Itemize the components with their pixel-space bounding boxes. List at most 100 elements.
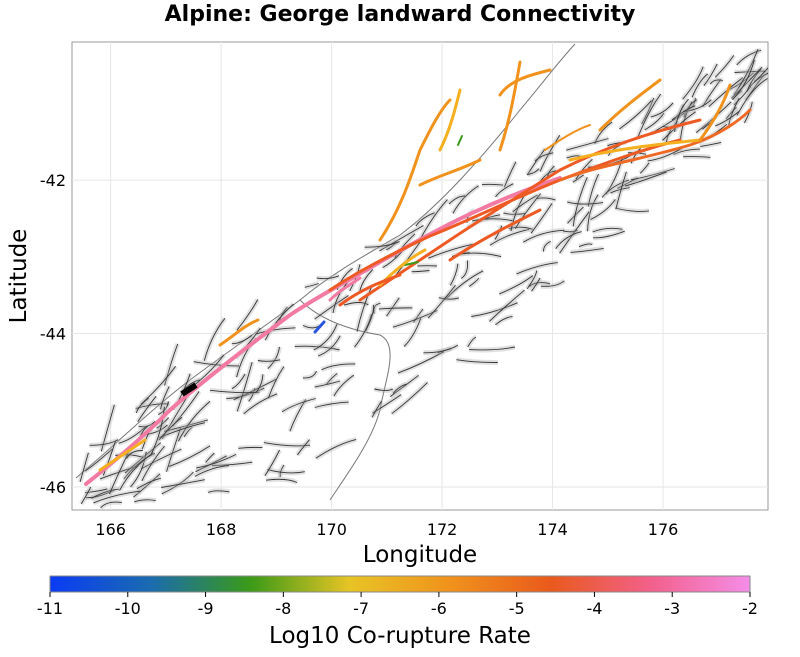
background-fault-trace bbox=[503, 212, 526, 215]
background-fault-trace bbox=[725, 106, 737, 120]
background-fault-trace bbox=[619, 100, 652, 130]
colorbar-tick-label: -2 bbox=[742, 599, 758, 618]
background-fault-trace bbox=[264, 303, 294, 341]
background-fault-trace bbox=[444, 270, 484, 300]
background-fault-trace bbox=[137, 395, 157, 422]
background-fault-trace bbox=[494, 225, 503, 240]
background-fault-trace bbox=[314, 401, 349, 408]
background-fault-trace bbox=[746, 68, 762, 92]
background-fault-trace bbox=[543, 240, 551, 252]
colorbar-ticks: -11 -10 -9 -8 -7 -6 -5 -4 -3 -2 bbox=[37, 592, 758, 618]
background-fault-trace bbox=[733, 86, 752, 106]
background-fault-trace bbox=[160, 386, 170, 410]
background-fault-trace bbox=[386, 297, 400, 317]
background-fault-trace bbox=[555, 231, 582, 249]
background-fault-trace bbox=[150, 406, 165, 455]
background-fault-trace bbox=[193, 361, 240, 367]
background-fault-trace bbox=[314, 380, 341, 388]
co-rupture-fault-section bbox=[498, 60, 522, 152]
background-fault-trace bbox=[610, 187, 630, 194]
background-fault-trace bbox=[468, 346, 515, 351]
background-fault-trace bbox=[503, 161, 517, 188]
background-fault-trace bbox=[211, 461, 253, 466]
co-rupture-fault-section bbox=[438, 88, 462, 152]
background-fault-trace bbox=[641, 97, 655, 125]
background-fault-trace bbox=[673, 148, 701, 155]
background-fault-trace bbox=[257, 359, 281, 362]
background-fault-trace bbox=[130, 451, 147, 488]
background-fault-trace bbox=[689, 97, 696, 110]
background-fault-trace bbox=[495, 316, 513, 326]
background-fault-trace bbox=[700, 141, 722, 147]
co-rupture-fault-section bbox=[218, 318, 260, 347]
background-fault-trace bbox=[559, 211, 590, 254]
background-fault-trace bbox=[526, 270, 538, 290]
background-fault-trace bbox=[703, 63, 718, 86]
co-rupture-fault-section bbox=[418, 158, 482, 187]
background-fault-trace bbox=[264, 449, 281, 477]
background-fault-trace bbox=[650, 102, 674, 118]
background-fault-trace bbox=[265, 478, 298, 483]
colorbar-tick-label: -7 bbox=[353, 599, 369, 618]
background-fault-trace bbox=[489, 289, 525, 322]
background-fault-trace bbox=[169, 445, 211, 467]
background-fault-trace bbox=[203, 318, 226, 361]
background-fault-trace bbox=[481, 183, 504, 186]
colorbar-tick-label: -3 bbox=[664, 599, 680, 618]
background-fault-trace bbox=[528, 282, 551, 287]
background-fault-trace bbox=[674, 98, 689, 132]
background-fault-trace bbox=[317, 335, 341, 357]
background-fault-trace bbox=[403, 318, 422, 347]
co-rupture-fault-section bbox=[404, 261, 419, 266]
background-fault-trace bbox=[522, 229, 565, 243]
background-fault-trace bbox=[683, 99, 697, 118]
background-fault-trace bbox=[539, 135, 561, 172]
background-fault-trace bbox=[731, 66, 763, 99]
background-fault-trace bbox=[514, 193, 542, 229]
x-tick-label: 170 bbox=[316, 520, 347, 539]
background-fault-trace bbox=[530, 202, 553, 234]
background-fault-trace bbox=[177, 401, 211, 442]
background-fault-trace bbox=[728, 97, 740, 126]
background-fault-network bbox=[77, 47, 768, 510]
map-layers bbox=[75, 43, 768, 510]
co-rupture-fault-section bbox=[313, 320, 326, 334]
colorbar-tick-label: -10 bbox=[115, 599, 141, 618]
co-rupture-fault-section bbox=[98, 438, 147, 472]
background-fault-trace bbox=[682, 66, 704, 100]
colorbar-tick-label: -11 bbox=[37, 599, 63, 618]
background-fault-trace bbox=[379, 225, 424, 252]
background-fault-trace bbox=[84, 488, 108, 494]
background-fault-trace bbox=[84, 448, 113, 472]
background-fault-trace bbox=[231, 373, 246, 390]
background-fault-trace bbox=[615, 207, 650, 212]
background-fault-trace bbox=[91, 488, 120, 499]
background-fault-trace bbox=[333, 374, 355, 397]
background-fault-trace bbox=[194, 465, 230, 477]
background-fault-trace bbox=[647, 147, 683, 162]
background-fault-trace bbox=[427, 284, 456, 319]
background-fault-trace bbox=[356, 286, 373, 332]
background-fault-trace bbox=[415, 212, 435, 227]
background-fault-trace bbox=[449, 263, 459, 286]
background-fault-trace bbox=[313, 324, 338, 351]
background-fault-trace bbox=[526, 148, 546, 176]
co-rupture-fault-section bbox=[448, 208, 542, 262]
background-fault-trace bbox=[161, 479, 205, 488]
co-rupture-fault-section bbox=[457, 135, 463, 146]
background-fault-trace bbox=[123, 452, 156, 480]
colorbar bbox=[49, 575, 751, 593]
background-fault-trace bbox=[281, 398, 316, 413]
background-fault-trace bbox=[512, 194, 538, 213]
background-fault-trace bbox=[79, 452, 89, 483]
background-fault-trace bbox=[592, 227, 623, 233]
source-fault-section bbox=[180, 382, 198, 397]
background-fault-trace bbox=[391, 382, 428, 415]
background-fault-trace bbox=[637, 93, 662, 139]
background-fault-trace bbox=[572, 177, 588, 227]
background-fault-trace bbox=[263, 442, 311, 447]
background-fault-trace bbox=[644, 112, 665, 131]
background-fault-trace bbox=[373, 302, 381, 314]
background-fault-trace bbox=[326, 372, 338, 385]
